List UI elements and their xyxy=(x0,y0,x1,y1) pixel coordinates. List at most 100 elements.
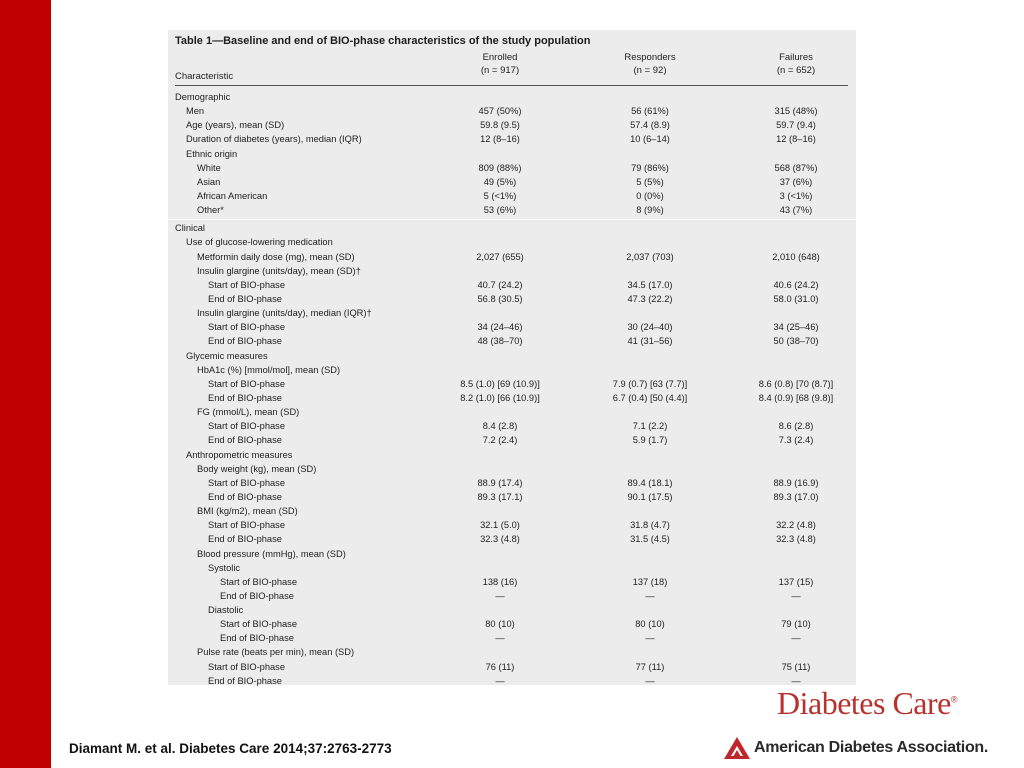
row-label: Body weight (kg), mean (SD) xyxy=(197,463,317,474)
col-header-characteristic: Characteristic xyxy=(175,71,234,82)
cell-value: — xyxy=(495,633,505,644)
table-row: Start of BIO-phase 34 (24–46) 30 (24–40) 34… xyxy=(175,320,848,334)
row-label: End of BIO-phase xyxy=(208,675,282,686)
row-label: Age (years), mean (SD) xyxy=(186,120,285,131)
cell-value: — xyxy=(495,675,505,686)
row-label: End of BIO-phase xyxy=(208,435,282,446)
cell-value: 89.3 (17.1) xyxy=(477,491,523,502)
row-label: Blood pressure (mmHg), mean (SD) xyxy=(197,548,346,559)
table-row: BMI (kg/m2), mean (SD) xyxy=(175,504,848,518)
cell-value: 34 (25–46) xyxy=(773,322,819,333)
col-header-n: (n = 92) xyxy=(633,65,667,76)
citation: Diamant M. et al. Diabetes Care 2014;37:… xyxy=(69,741,392,756)
row-label: End of BIO-phase xyxy=(208,392,282,403)
row-label: Start of BIO-phase xyxy=(220,576,297,587)
cell-value: 6.7 (0.4) [50 (4.4)] xyxy=(612,392,688,403)
cell-value: 10 (6–14) xyxy=(630,134,670,145)
association-mark: . xyxy=(983,739,989,756)
table-row: African American 5 (<1%) 0 (0%) 3 (<1%) xyxy=(175,189,848,203)
cell-value: 32.3 (4.8) xyxy=(480,534,520,545)
cell-value: 58.0 (31.0) xyxy=(773,293,819,304)
association-name: American Diabetes Association xyxy=(754,739,984,756)
cell-value: 75 (11) xyxy=(781,661,811,672)
cell-value: 90.1 (17.5) xyxy=(627,491,673,502)
cell-value: 59.7 (9.4) xyxy=(776,120,816,131)
row-label: HbA1c (%) [mmol/mol], mean (SD) xyxy=(197,364,341,375)
cell-value: 7.1 (2.2) xyxy=(632,421,668,432)
table-row: End of BIO-phase 8.2 (1.0) [66 (10.9)] 6.7… xyxy=(175,391,848,405)
row-label: Insulin glargine (units/day), mean (SD)† xyxy=(197,265,361,276)
cell-value: 137 (18) xyxy=(632,576,668,587)
cell-value: 0 (0%) xyxy=(636,190,664,201)
row-label: BMI (kg/m2), mean (SD) xyxy=(197,506,298,517)
cell-value: 2,027 (655) xyxy=(476,251,524,262)
row-label: Metformin daily dose (mg), mean (SD) xyxy=(197,251,355,262)
cell-value: 7.9 (0.7) [63 (7.7)] xyxy=(612,378,688,389)
journal-logo-text: Diabetes Care xyxy=(777,685,951,721)
table-row: Start of BIO-phase 138 (16) 137 (18) 137 (1… xyxy=(175,575,848,589)
cell-value: — xyxy=(645,675,655,686)
cell-value: 56.8 (30.5) xyxy=(477,293,523,304)
row-label: Pulse rate (beats per min), mean (SD) xyxy=(197,647,355,658)
table-row: Men 457 (50%) 56 (61%) 315 (48%) xyxy=(175,104,848,118)
table-row: Start of BIO-phase 76 (11) 77 (11) 75 (11) xyxy=(175,660,848,674)
cell-value: 59.8 (9.5) xyxy=(480,120,520,131)
cell-value: 30 (24–40) xyxy=(627,322,673,333)
table-row: Start of BIO-phase 8.4 (2.8) 7.1 (2.2) 8.6 … xyxy=(175,419,848,433)
cell-value: 37 (6%) xyxy=(779,176,813,187)
row-label: End of BIO-phase xyxy=(220,633,294,644)
table-row: Blood pressure (mmHg), mean (SD) xyxy=(175,547,848,561)
diabetes-care-logo: Diabetes Care® xyxy=(777,685,958,722)
table-row: FG (mmol/L), mean (SD) xyxy=(175,405,848,419)
col-header-name: Enrolled xyxy=(482,52,518,63)
cell-value: 315 (48%) xyxy=(774,106,818,117)
cell-value: 47.3 (22.2) xyxy=(627,293,673,304)
row-label: Clinical xyxy=(175,223,205,234)
cell-value: — xyxy=(645,633,655,644)
cell-value: 12 (8–16) xyxy=(480,134,520,145)
cell-value: — xyxy=(791,675,801,686)
cell-value: 76 (11) xyxy=(485,661,515,672)
cell-value: 8.6 (2.8) xyxy=(778,421,814,432)
table-row: Insulin glargine (units/day), median (IQ… xyxy=(175,306,848,320)
row-label: Start of BIO-phase xyxy=(208,421,285,432)
cell-value: 7.3 (2.4) xyxy=(778,435,814,446)
cell-value: 89.3 (17.0) xyxy=(773,491,819,502)
cell-value: 7.2 (2.4) xyxy=(482,435,518,446)
table-row: End of BIO-phase 56.8 (30.5) 47.3 (22.2) 58… xyxy=(175,292,848,306)
cell-value: 809 (88%) xyxy=(478,162,522,173)
row-label: FG (mmol/L), mean (SD) xyxy=(197,407,300,418)
cell-value: 53 (6%) xyxy=(483,205,517,216)
cell-value: 57.4 (8.9) xyxy=(630,120,670,131)
cell-value: 32.2 (4.8) xyxy=(776,520,816,531)
cell-value: 48 (38–70) xyxy=(477,336,523,347)
table-row: Anthropometric measures xyxy=(175,448,848,462)
table-row: Asian 49 (5%) 5 (5%) 37 (6%) xyxy=(175,175,848,189)
cell-value: 80 (10) xyxy=(485,619,515,630)
cell-value: 88.9 (16.9) xyxy=(773,477,819,488)
cell-value: 8.2 (1.0) [66 (10.9)] xyxy=(460,392,540,403)
cell-value: 43 (7%) xyxy=(779,205,813,216)
cell-value: 3 (<1%) xyxy=(779,190,813,201)
cell-value: 40.7 (24.2) xyxy=(477,279,523,290)
cell-value: 34 (24–46) xyxy=(477,322,523,333)
cell-value: 5 (5%) xyxy=(636,176,664,187)
clinical-section: Clinical Use of glucose-lowering medicati… xyxy=(175,221,848,688)
table-row: Start of BIO-phase 80 (10) 80 (10) 79 (10) xyxy=(175,617,848,631)
cell-value: 41 (31–56) xyxy=(627,336,673,347)
cell-value: — xyxy=(791,633,801,644)
row-label: White xyxy=(197,162,221,173)
col-header-name: Responders xyxy=(624,52,676,63)
table-row: End of BIO-phase 48 (38–70) 41 (31–56) 50 (… xyxy=(175,334,848,348)
table-row: Other* 53 (6%) 8 (9%) 43 (7%) xyxy=(175,203,848,217)
table-row: Glycemic measures xyxy=(175,349,848,363)
table-row: Duration of diabetes (years), median (IQ… xyxy=(175,132,848,146)
table-panel: Table 1—Baseline and end of BIO-phase ch… xyxy=(168,30,856,688)
cell-value: 49 (5%) xyxy=(483,176,517,187)
cell-value: 138 (16) xyxy=(482,576,518,587)
table-row: Metformin daily dose (mg), mean (SD) 2,02… xyxy=(175,250,848,264)
row-label: Start of BIO-phase xyxy=(208,322,285,333)
ada-logo-text: American Diabetes Association. xyxy=(754,739,988,757)
section-divider xyxy=(168,219,856,221)
row-label: Other* xyxy=(197,205,224,216)
